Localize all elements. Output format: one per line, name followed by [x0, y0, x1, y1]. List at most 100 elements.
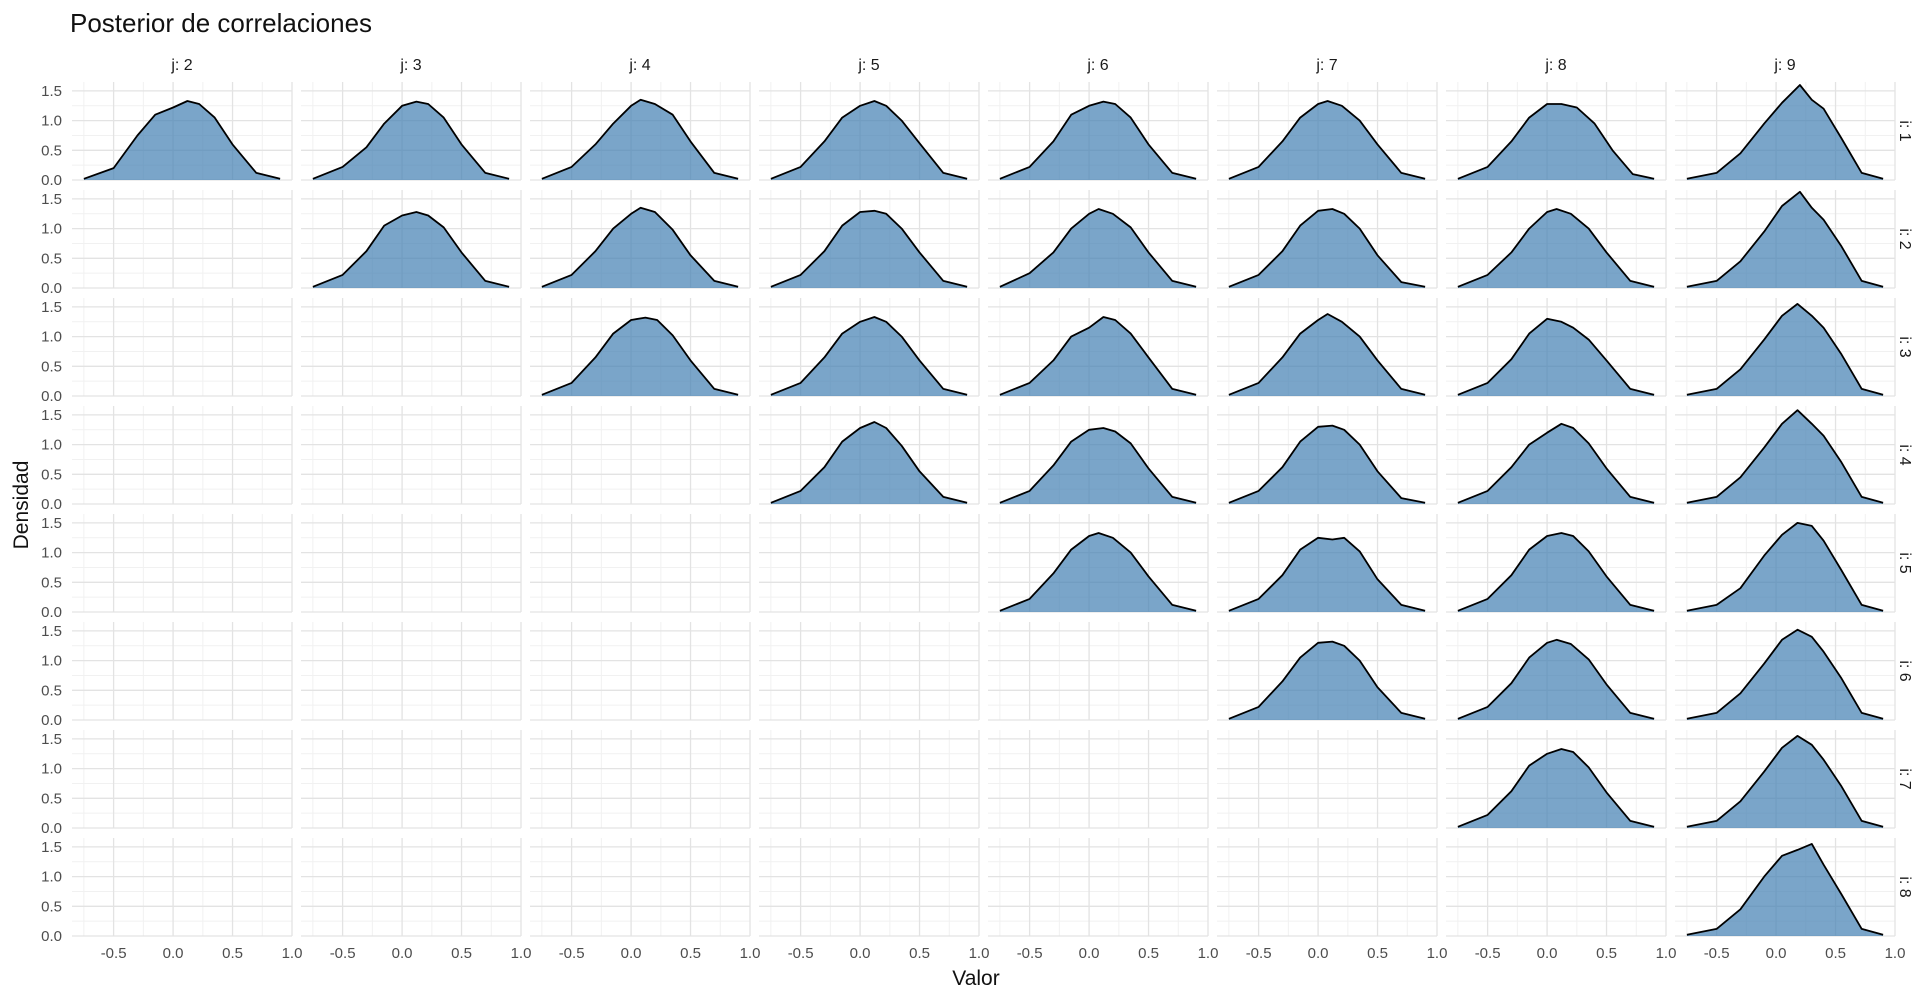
y-tick-label: 0.5 — [41, 898, 62, 915]
density-line — [1686, 303, 1884, 396]
x-tick-label: 1.0 — [1198, 945, 1219, 962]
density-line — [1686, 843, 1884, 936]
density-line — [1686, 409, 1884, 504]
density-line — [1228, 424, 1426, 504]
density-area — [1228, 641, 1426, 720]
y-tick-label: 0.0 — [41, 928, 62, 945]
x-tick-label: 1.0 — [1427, 945, 1448, 962]
facet-panel — [1675, 406, 1896, 505]
facet-panel — [1446, 82, 1667, 181]
facet-panel — [72, 514, 293, 613]
y-tick-label: 1.0 — [41, 545, 62, 562]
y-tick-label: 1.5 — [41, 299, 62, 316]
density-line — [1228, 100, 1426, 180]
y-tick-label: 1.5 — [41, 839, 62, 856]
column-strip-label: j: 8 — [1544, 57, 1566, 74]
x-tick-label: -0.5 — [788, 945, 814, 962]
x-tick-label: 0.5 — [1138, 945, 1159, 962]
facet-panel — [72, 82, 293, 181]
y-tick-label: 0.5 — [41, 574, 62, 591]
y-tick-label: 0.5 — [41, 466, 62, 483]
row-strip-label: i: 2 — [1896, 228, 1913, 249]
density-area — [541, 317, 739, 396]
chart-title: Posterior de correlaciones — [70, 8, 372, 38]
column-strip-label: j: 3 — [399, 57, 421, 74]
density-area — [999, 533, 1197, 612]
x-tick-label: 0.5 — [222, 945, 243, 962]
facet-panel — [301, 514, 522, 613]
facet-panel — [1217, 838, 1438, 937]
facet-panel — [530, 514, 751, 613]
density-area — [1457, 423, 1655, 504]
facet-panel — [1675, 838, 1896, 937]
x-tick-label: -0.5 — [1017, 945, 1043, 962]
x-tick-label: 0.5 — [680, 945, 701, 962]
y-tick-label: 1.5 — [41, 407, 62, 424]
y-tick-label: 0.5 — [41, 142, 62, 159]
y-tick-label: 0.5 — [41, 358, 62, 375]
facet-panel — [1675, 622, 1896, 721]
density-line — [1457, 317, 1655, 396]
column-strip-label: j: 6 — [1086, 57, 1108, 74]
x-tick-label: 0.5 — [1367, 945, 1388, 962]
density-area — [999, 428, 1197, 504]
y-tick-label: 1.5 — [41, 623, 62, 640]
density-line — [83, 100, 281, 180]
facet-panel — [988, 298, 1209, 397]
facet-panel — [988, 838, 1209, 937]
y-tick-label: 1.0 — [41, 653, 62, 670]
density-area — [1457, 749, 1655, 828]
y-tick-label: 0.0 — [41, 280, 62, 297]
column-strip-label: j: 5 — [857, 57, 879, 74]
density-area — [83, 101, 281, 180]
facet-panel — [301, 730, 522, 829]
facet-panel — [1217, 730, 1438, 829]
y-tick-label: 1.0 — [41, 437, 62, 454]
density-area — [1228, 537, 1426, 612]
column-strip-label: j: 4 — [628, 57, 650, 74]
facet-panel — [530, 406, 751, 505]
density-line — [1228, 640, 1426, 720]
x-tick-label: 0.0 — [850, 945, 871, 962]
facet-panel — [1446, 730, 1667, 829]
x-tick-label: -0.5 — [559, 945, 585, 962]
density-area — [1686, 191, 1884, 288]
y-tick-label: 0.0 — [41, 172, 62, 189]
facet-panel — [301, 82, 522, 181]
density-area — [999, 209, 1197, 288]
facet-panel — [988, 514, 1209, 613]
x-tick-label: 0.0 — [392, 945, 413, 962]
facet-panels: j: 2 j: 3 j: 4 j: 5 j: 6 j: 7 j: 8 j: 9 i: 1 i: 2… — [41, 57, 1913, 962]
facet-panel — [1446, 190, 1667, 289]
density-area — [1457, 104, 1655, 180]
density-line — [999, 208, 1197, 288]
density-line — [770, 421, 968, 504]
y-tick-label: 0.0 — [41, 820, 62, 837]
y-tick-label: 0.5 — [41, 790, 62, 807]
density-area — [1686, 522, 1884, 612]
facet-panel — [1217, 622, 1438, 721]
density-line — [1457, 748, 1655, 828]
facet-panel — [1217, 406, 1438, 505]
density-line — [1457, 638, 1655, 720]
x-axis-title: Valor — [952, 967, 999, 990]
facet-panel — [72, 730, 293, 829]
y-tick-label: 1.0 — [41, 221, 62, 238]
y-tick-label: 1.0 — [41, 113, 62, 130]
density-line — [1228, 313, 1426, 396]
x-tick-label: 0.0 — [621, 945, 642, 962]
facet-panel — [1675, 82, 1896, 181]
x-tick-label: 0.5 — [909, 945, 930, 962]
facet-panel — [1217, 514, 1438, 613]
density-area — [1457, 533, 1655, 612]
x-tick-label: 0.0 — [163, 945, 184, 962]
column-strip-label: j: 7 — [1315, 57, 1337, 74]
x-tick-label: -0.5 — [1475, 945, 1501, 962]
density-line — [1228, 536, 1426, 612]
y-tick-label: 0.0 — [41, 388, 62, 405]
facet-panel — [1675, 298, 1896, 397]
density-area — [1228, 101, 1426, 180]
x-tick-label: 1.0 — [740, 945, 761, 962]
density-line — [999, 316, 1197, 396]
density-area — [1686, 85, 1884, 180]
